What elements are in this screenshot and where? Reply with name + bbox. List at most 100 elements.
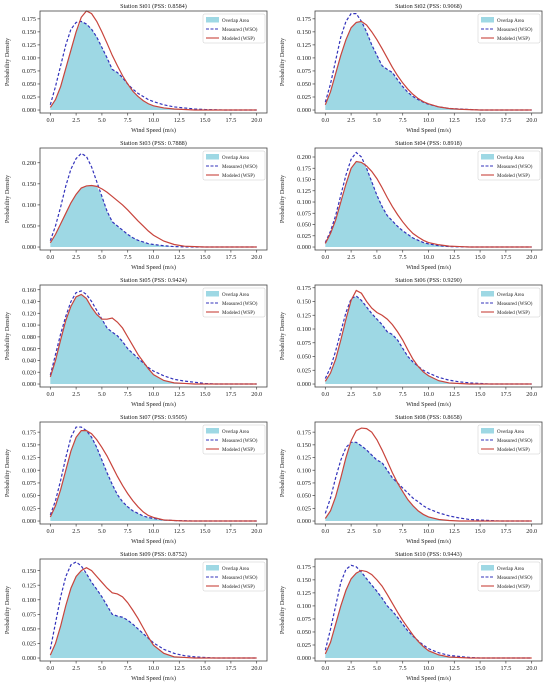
y-tick-label: 0.125 bbox=[297, 455, 311, 462]
chart-title: Station St09 (PSS: 0.8752) bbox=[120, 551, 187, 558]
x-tick-label: 17.5 bbox=[225, 391, 236, 398]
legend: Overlap Area Measured (WSO) Modeled (WSP) bbox=[477, 424, 541, 455]
y-axis-label: Probability Density bbox=[279, 585, 286, 634]
y-tick-label: 0.025 bbox=[297, 505, 311, 512]
x-tick-label: 5.0 bbox=[373, 528, 381, 535]
y-tick-label: 0.125 bbox=[22, 455, 36, 462]
x-tick-label: 20.0 bbox=[251, 665, 262, 672]
x-tick-label: 12.5 bbox=[449, 391, 460, 398]
x-tick-label: 0.0 bbox=[321, 528, 329, 535]
chart-title: Station St01 (PSS: 0.8584) bbox=[120, 3, 187, 10]
y-tick-label: 0.100 bbox=[297, 55, 311, 62]
chart-panel-6: Station St06 (PSS: 0.9290) 0.0 2.5 5.0 7.5 10… bbox=[279, 277, 543, 408]
y-tick-label: 0.100 bbox=[22, 202, 36, 209]
y-axis-ticks: 0.000 0.020 0.040 0.060 0.080 0.100 0.120 0.140… bbox=[22, 287, 40, 388]
y-axis-ticks: 0.000 0.025 0.050 0.075 0.100 0.125 0.150 0.175 bbox=[297, 285, 315, 388]
x-tick-label: 10.0 bbox=[148, 528, 159, 535]
overlap-area bbox=[50, 185, 257, 248]
y-tick-label: 0.020 bbox=[22, 369, 36, 376]
x-axis-label: Wind Speed (m/s) bbox=[406, 538, 451, 545]
x-tick-label: 15.0 bbox=[200, 665, 211, 672]
x-axis-label: Wind Speed (m/s) bbox=[406, 401, 451, 408]
x-tick-label: 10.0 bbox=[148, 391, 159, 398]
y-tick-label: 0.075 bbox=[297, 210, 311, 217]
y-tick-label: 0.125 bbox=[297, 590, 311, 597]
overlap-area bbox=[50, 570, 257, 659]
y-tick-label: 0.075 bbox=[297, 68, 311, 75]
y-axis-ticks: 0.000 0.050 0.100 0.150 0.200 bbox=[22, 160, 40, 251]
legend-label: Measured (WSO) bbox=[222, 576, 258, 581]
legend: Overlap Area Measured (WSO) Modeled (WSP) bbox=[477, 13, 541, 44]
y-axis-ticks: 0.000 0.025 0.050 0.075 0.100 0.125 0.150 0.175… bbox=[297, 154, 315, 251]
x-tick-label: 7.5 bbox=[124, 391, 132, 398]
x-axis-label: Wind Speed (m/s) bbox=[131, 675, 176, 682]
y-tick-label: 0.040 bbox=[22, 358, 36, 365]
x-tick-label: 17.5 bbox=[500, 528, 511, 535]
legend-swatch-overlap bbox=[481, 428, 494, 434]
x-tick-label: 7.5 bbox=[124, 254, 132, 261]
y-tick-label: 0.175 bbox=[22, 429, 36, 436]
legend-label: Overlap Area bbox=[222, 430, 250, 435]
chart-title: Station St06 (PSS: 0.9290) bbox=[395, 277, 462, 284]
y-tick-label: 0.000 bbox=[22, 655, 36, 662]
legend-label: Measured (WSO) bbox=[222, 165, 258, 170]
modeled-line bbox=[324, 20, 532, 111]
chart-panel-7: Station St07 (PSS: 0.9505) 0.0 2.5 5.0 7.5 10… bbox=[4, 414, 268, 545]
y-tick-label: 0.050 bbox=[22, 223, 36, 230]
overlap-area bbox=[50, 21, 257, 111]
x-tick-label: 15.0 bbox=[200, 391, 211, 398]
legend-label: Measured (WSO) bbox=[222, 302, 258, 307]
y-tick-label: 0.175 bbox=[297, 564, 311, 571]
y-axis-ticks: 0.000 0.025 0.050 0.075 0.100 0.125 0.150 0.175 bbox=[22, 16, 40, 114]
x-tick-label: 20.0 bbox=[526, 254, 537, 261]
x-tick-label: 17.5 bbox=[500, 254, 511, 261]
modeled-line bbox=[324, 427, 532, 522]
x-tick-label: 7.5 bbox=[399, 117, 407, 124]
y-tick-label: 0.050 bbox=[297, 81, 311, 88]
x-tick-label: 7.5 bbox=[124, 528, 132, 535]
y-tick-label: 0.150 bbox=[22, 181, 36, 188]
legend-swatch-overlap bbox=[206, 428, 219, 434]
legend-swatch-overlap bbox=[481, 154, 494, 160]
legend-label: Overlap Area bbox=[497, 293, 525, 298]
legend-label: Modeled (WSP) bbox=[497, 174, 530, 179]
x-tick-label: 7.5 bbox=[399, 665, 407, 672]
legend-label: Overlap Area bbox=[222, 293, 250, 298]
x-axis-label: Wind Speed (m/s) bbox=[406, 127, 451, 134]
y-axis-label: Probability Density bbox=[4, 585, 11, 634]
y-tick-label: 0.050 bbox=[22, 626, 36, 633]
legend-label: Modeled (WSP) bbox=[497, 37, 530, 42]
y-tick-label: 0.160 bbox=[22, 287, 36, 294]
x-tick-label: 20.0 bbox=[251, 528, 262, 535]
x-tick-label: 5.0 bbox=[98, 528, 106, 535]
x-tick-label: 12.5 bbox=[174, 528, 185, 535]
y-axis-ticks: 0.000 0.025 0.050 0.075 0.100 0.125 0.150 0.175 bbox=[297, 564, 315, 662]
y-tick-label: 0.075 bbox=[297, 480, 311, 487]
x-tick-label: 20.0 bbox=[251, 391, 262, 398]
x-tick-label: 5.0 bbox=[98, 665, 106, 672]
y-tick-label: 0.000 bbox=[22, 518, 36, 525]
y-axis-ticks: 0.000 0.025 0.050 0.075 0.100 0.125 0.150 0.175 bbox=[22, 429, 40, 525]
measured-line bbox=[324, 564, 532, 659]
x-tick-label: 17.5 bbox=[225, 117, 236, 124]
y-tick-label: 0.000 bbox=[297, 244, 311, 251]
x-tick-label: 15.0 bbox=[475, 391, 486, 398]
modeled-line bbox=[49, 430, 257, 522]
x-tick-label: 12.5 bbox=[174, 391, 185, 398]
legend-label: Overlap Area bbox=[497, 430, 525, 435]
legend-swatch-overlap bbox=[206, 17, 219, 23]
y-tick-label: 0.100 bbox=[22, 322, 36, 329]
x-tick-label: 2.5 bbox=[347, 117, 355, 124]
legend-label: Overlap Area bbox=[497, 156, 525, 161]
legend-label: Measured (WSO) bbox=[497, 28, 533, 33]
y-tick-label: 0.175 bbox=[297, 429, 311, 436]
y-tick-label: 0.175 bbox=[22, 16, 36, 23]
legend-label: Measured (WSO) bbox=[222, 28, 258, 33]
x-tick-label: 20.0 bbox=[526, 665, 537, 672]
y-axis-label: Probability Density bbox=[279, 37, 286, 86]
x-axis-label: Wind Speed (m/s) bbox=[131, 264, 176, 271]
y-tick-label: 0.125 bbox=[22, 582, 36, 589]
y-tick-label: 0.050 bbox=[297, 222, 311, 229]
x-axis-ticks: 0.0 2.5 5.0 7.5 10.0 12.5 15.0 17.5 20.0 bbox=[321, 113, 537, 124]
x-tick-label: 5.0 bbox=[373, 665, 381, 672]
